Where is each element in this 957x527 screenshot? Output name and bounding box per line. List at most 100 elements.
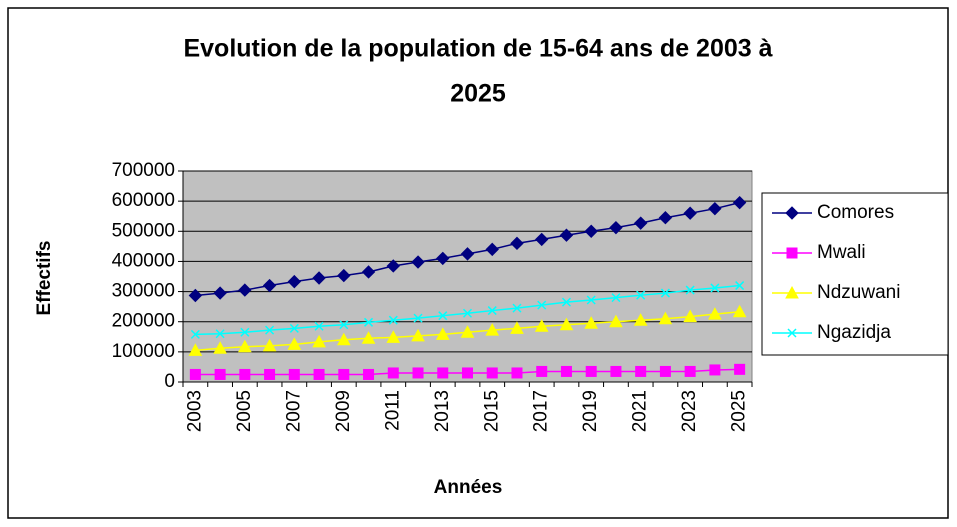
marker — [287, 274, 302, 289]
marker — [536, 365, 548, 377]
marker — [240, 327, 250, 337]
marker — [586, 295, 596, 305]
marker — [462, 367, 473, 379]
y-tick-label: 700000 — [112, 160, 175, 181]
marker — [411, 255, 425, 269]
x-tick-label: 2017 — [531, 390, 552, 432]
marker — [609, 220, 623, 235]
marker — [462, 308, 473, 318]
marker — [610, 365, 622, 377]
legend-label: Comores — [817, 202, 894, 223]
marker — [710, 283, 720, 293]
marker — [215, 329, 225, 339]
marker — [336, 332, 351, 346]
marker — [585, 365, 597, 377]
x-axis-label: Années — [434, 477, 503, 498]
y-tick-label: 400000 — [112, 250, 175, 271]
marker — [361, 265, 376, 279]
marker — [264, 368, 276, 380]
marker — [238, 339, 252, 353]
y-tick-label: 300000 — [112, 281, 175, 302]
marker — [312, 271, 326, 285]
marker — [386, 259, 400, 273]
y-tick-label: 0 — [164, 371, 175, 392]
marker — [288, 368, 300, 380]
marker — [535, 232, 549, 247]
marker — [732, 304, 747, 318]
x-tick-label: 2019 — [580, 390, 601, 432]
marker — [510, 321, 524, 334]
marker — [262, 278, 277, 293]
marker — [735, 281, 745, 291]
x-tick-label: 2025 — [729, 390, 750, 432]
marker — [386, 330, 401, 343]
plot-area — [182, 170, 753, 383]
marker — [238, 283, 252, 297]
marker — [438, 311, 448, 321]
y-tick-label: 500000 — [112, 220, 175, 241]
marker — [658, 211, 673, 225]
legend-label: Ngazidja — [817, 322, 891, 343]
marker — [239, 368, 251, 380]
x-tick-label: 2003 — [184, 390, 205, 432]
marker — [364, 317, 374, 327]
x-tick-label: 2015 — [481, 390, 502, 432]
marker — [534, 319, 549, 332]
marker — [312, 334, 326, 348]
marker — [708, 307, 722, 320]
marker — [188, 343, 203, 356]
marker — [785, 285, 799, 299]
legend-label: Ndzuwani — [817, 282, 900, 303]
y-axis-label: Effectifs — [34, 241, 55, 316]
marker — [635, 365, 647, 377]
marker — [584, 224, 598, 238]
marker — [786, 247, 798, 259]
marker — [732, 195, 747, 210]
marker — [387, 367, 399, 379]
marker — [658, 311, 673, 325]
x-tick-label: 2023 — [679, 390, 700, 432]
marker — [561, 297, 571, 307]
marker — [787, 328, 797, 338]
marker — [411, 328, 425, 342]
legend — [761, 192, 949, 356]
marker — [214, 368, 226, 380]
marker — [188, 288, 203, 303]
x-tick-label: 2009 — [333, 390, 354, 432]
x-tick-label: 2005 — [234, 390, 255, 432]
marker — [388, 315, 398, 325]
marker — [537, 300, 547, 310]
x-tick-label: 2021 — [630, 390, 651, 432]
marker — [659, 365, 671, 377]
marker — [289, 323, 299, 333]
marker — [363, 368, 375, 380]
y-tick-label: 600000 — [112, 190, 175, 211]
marker — [213, 341, 227, 354]
legend-label: Mwali — [817, 242, 866, 263]
marker — [485, 242, 499, 257]
chart-title: 2025 — [450, 80, 506, 108]
marker — [684, 365, 696, 377]
marker — [785, 206, 799, 220]
marker — [685, 285, 695, 295]
marker — [584, 316, 599, 329]
marker — [636, 290, 646, 300]
marker — [262, 338, 277, 352]
marker — [510, 236, 524, 251]
marker — [683, 206, 697, 220]
marker — [708, 201, 722, 216]
marker — [511, 367, 523, 379]
y-tick-label: 200000 — [112, 311, 175, 332]
marker — [337, 268, 351, 283]
marker — [485, 323, 500, 336]
marker — [437, 367, 449, 379]
marker — [660, 288, 670, 298]
marker — [189, 368, 201, 380]
marker — [683, 309, 697, 323]
marker — [190, 329, 200, 339]
marker — [460, 247, 475, 261]
marker — [633, 313, 648, 326]
marker — [436, 251, 450, 266]
marker — [633, 216, 648, 230]
